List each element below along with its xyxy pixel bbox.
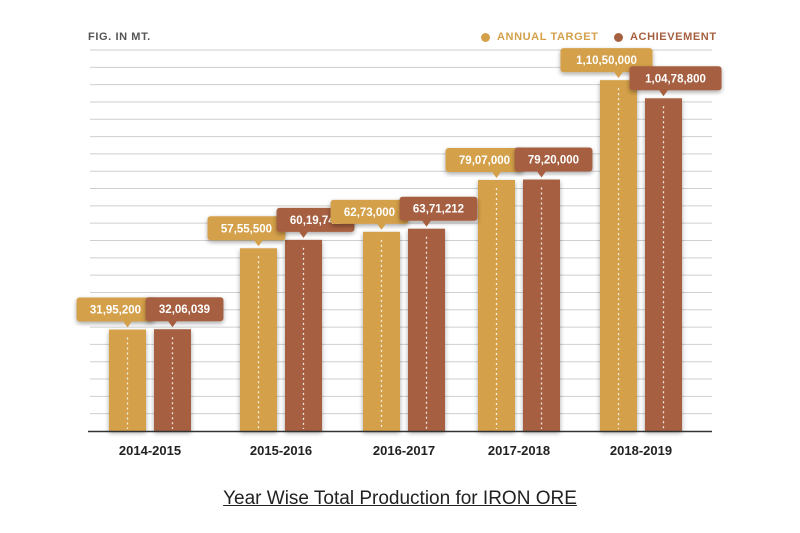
callout-target: 79,07,000 bbox=[445, 147, 524, 178]
data-label: 31,95,200 bbox=[90, 305, 141, 317]
data-label: 79,07,000 bbox=[459, 155, 510, 167]
chart-caption: Year Wise Total Production for IRON ORE bbox=[223, 488, 577, 509]
bar-achievement bbox=[154, 329, 191, 431]
legend-item-achievement: ACHIEVEMENT bbox=[614, 31, 717, 43]
callout-target: 62,73,000 bbox=[330, 199, 409, 230]
legend-dot-achievement-icon bbox=[614, 32, 623, 42]
legend-label-achievement: ACHIEVEMENT bbox=[630, 31, 717, 43]
legend-item-target: ANNUAL TARGET bbox=[481, 31, 599, 43]
callout-box bbox=[399, 196, 478, 221]
callout-pointer bbox=[421, 219, 432, 227]
data-label: 79,20,000 bbox=[528, 155, 579, 167]
bar-target bbox=[109, 329, 146, 431]
callout-target: 1,10,50,000 bbox=[560, 48, 653, 79]
callout-pointer bbox=[167, 320, 178, 328]
value-callouts: 31,95,200 32,06,039 57,55,500 60,19,74162,7… bbox=[76, 48, 722, 328]
data-label: 1,10,50,000 bbox=[576, 55, 637, 67]
callout-pointer bbox=[253, 239, 264, 247]
unit-label: FIG. IN MT. bbox=[88, 31, 151, 43]
callout-achievement: 32,06,039 bbox=[145, 297, 224, 328]
x-axis: 2014-2015 2015-2016 2016-2017 2017-2018 2018… bbox=[88, 430, 712, 458]
legend-dot-target-icon bbox=[481, 32, 490, 42]
x-tick-label: 2014-2015 bbox=[119, 443, 181, 458]
data-label: 1,04,78,800 bbox=[645, 73, 706, 85]
x-tick-label: 2015-2016 bbox=[250, 443, 312, 458]
callout-target: 57,55,500 bbox=[207, 216, 286, 247]
callout-pointer bbox=[536, 170, 547, 178]
callout-box bbox=[629, 66, 722, 91]
data-label: 32,06,039 bbox=[159, 304, 210, 316]
callout-pointer bbox=[613, 71, 624, 79]
bars bbox=[109, 80, 682, 432]
callout-achievement: 1,04,78,800 bbox=[629, 66, 722, 97]
callout-box bbox=[207, 216, 286, 241]
callout-achievement: 79,20,000 bbox=[514, 147, 593, 178]
data-label: 57,55,500 bbox=[221, 223, 272, 235]
callout-pointer bbox=[491, 170, 502, 178]
callout-box bbox=[514, 147, 593, 172]
x-tick-label: 2016-2017 bbox=[373, 443, 435, 458]
data-label: 60,19,741 bbox=[290, 215, 342, 227]
callout-pointer bbox=[658, 89, 669, 97]
callout-box bbox=[145, 297, 224, 322]
callout-achievement: 63,71,212 bbox=[399, 196, 478, 227]
callout-box bbox=[330, 199, 409, 224]
legend-label-target: ANNUAL TARGET bbox=[497, 31, 599, 43]
callout-box bbox=[76, 297, 155, 322]
callout-target: 31,95,200 bbox=[76, 297, 155, 328]
data-label: 63,71,212 bbox=[413, 204, 464, 216]
callout-pointer bbox=[122, 320, 133, 328]
callout-pointer bbox=[376, 222, 387, 230]
bar-achievement bbox=[645, 98, 682, 432]
bar-target bbox=[240, 248, 277, 431]
x-tick-label: 2017-2018 bbox=[488, 443, 550, 458]
callout-box bbox=[445, 147, 524, 172]
bar-achievement bbox=[408, 228, 445, 431]
data-label: 62,73,000 bbox=[344, 207, 395, 219]
x-tick-label: 2018-2019 bbox=[610, 443, 672, 458]
callout-box bbox=[560, 48, 653, 73]
callout-pointer bbox=[298, 230, 309, 238]
